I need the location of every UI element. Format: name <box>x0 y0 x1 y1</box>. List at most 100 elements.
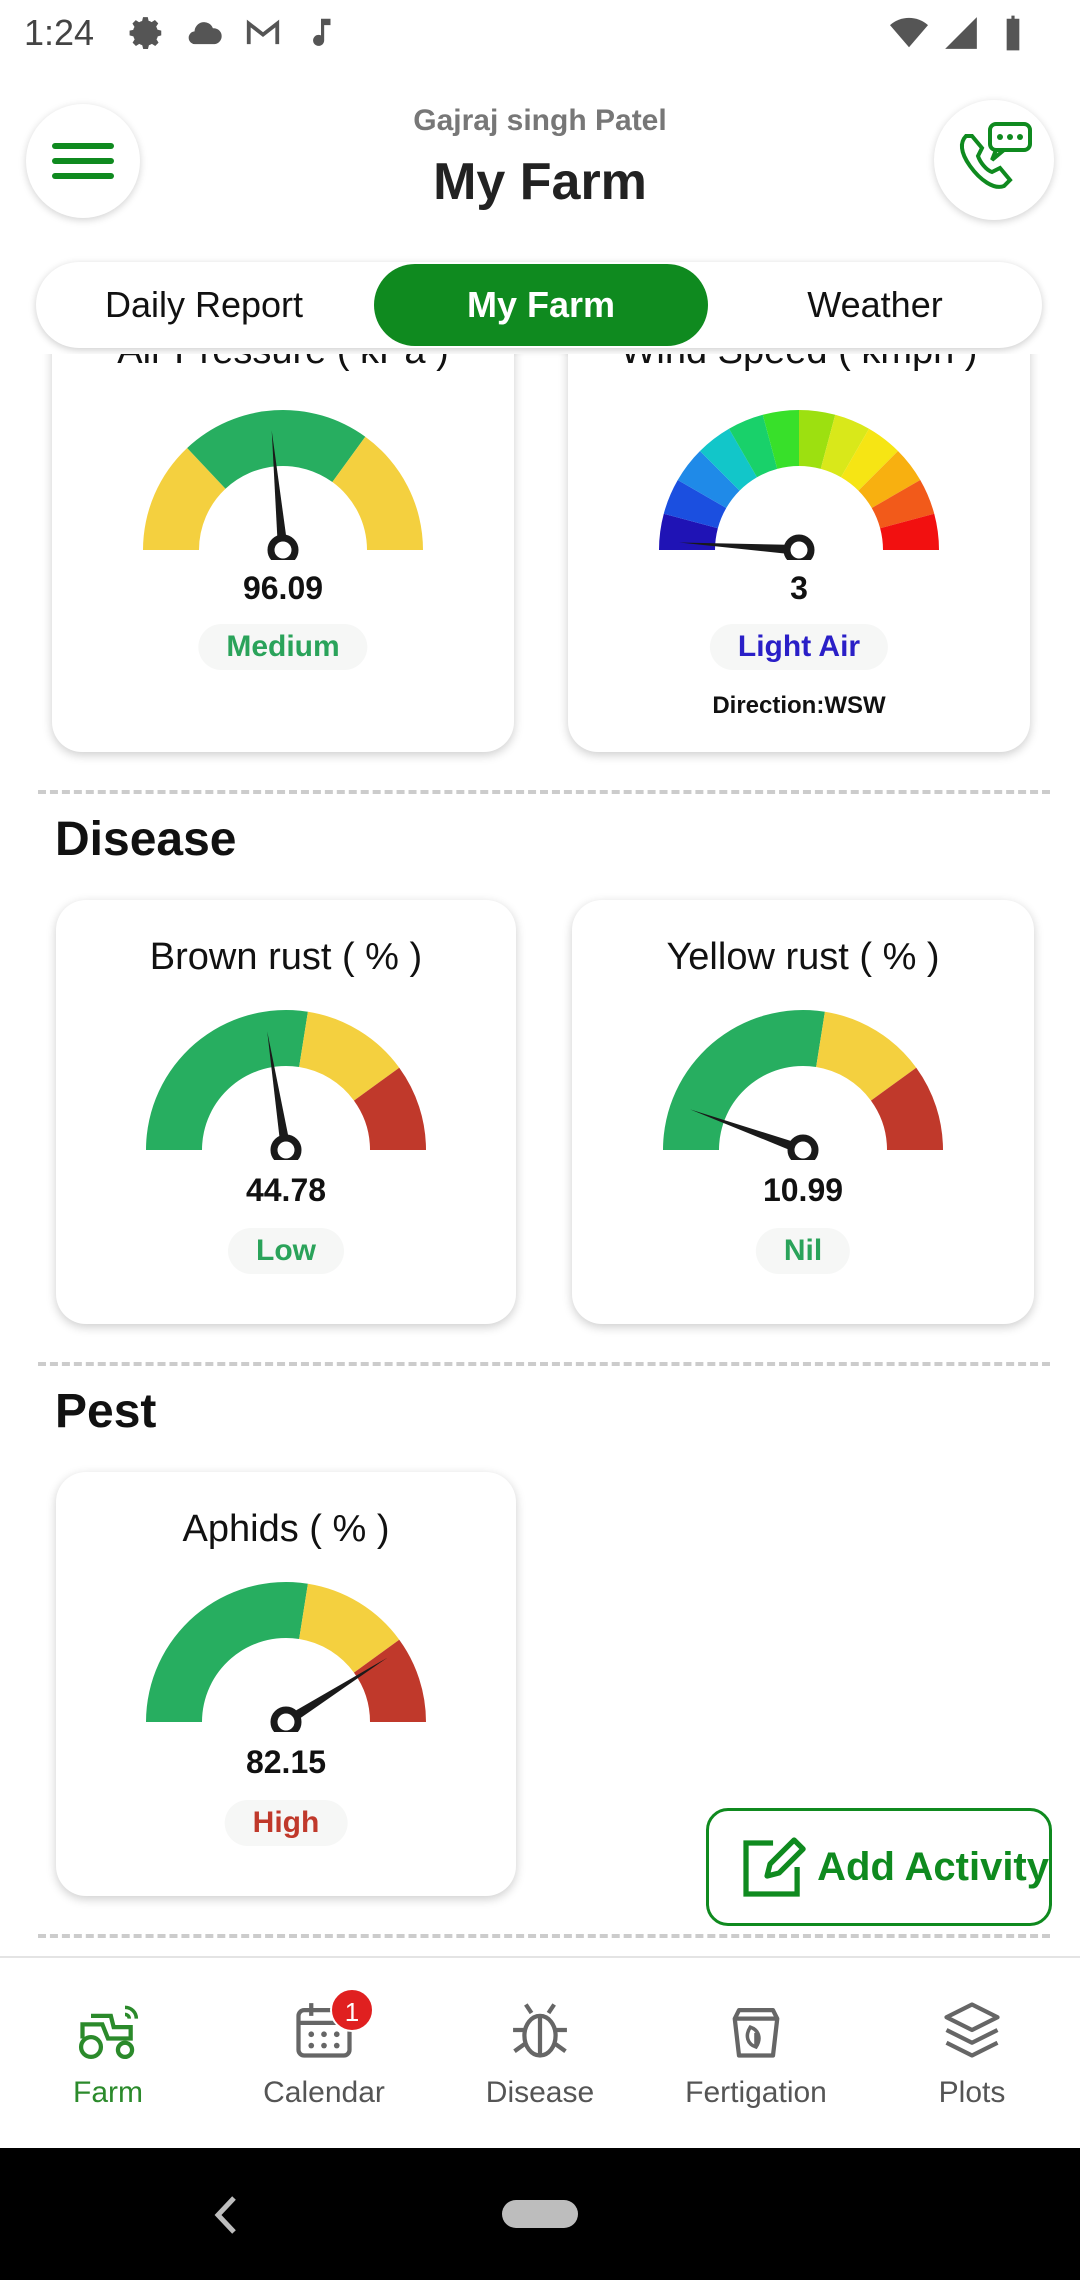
gauge-band-green <box>663 1010 825 1150</box>
menu-button[interactable] <box>26 104 140 218</box>
card-title: Yellow rust ( % ) <box>666 936 940 978</box>
signal-icon <box>945 17 977 49</box>
gauge-band-segment <box>700 428 757 491</box>
gmail-icon <box>246 19 280 45</box>
app-header: Gajraj singh Patel My Farm <box>0 66 1080 256</box>
section-divider <box>38 790 1050 794</box>
aphids-gauge <box>146 1582 426 1732</box>
section-title-pest: Pest <box>55 1385 157 1438</box>
user-name: Gajraj singh Patel <box>413 104 667 137</box>
gauge-band-yellow <box>299 1011 400 1101</box>
battery-icon <box>1006 15 1020 51</box>
gear-icon <box>129 17 162 49</box>
gauge-value: 44.78 <box>245 1172 327 1208</box>
back-icon[interactable] <box>206 2190 246 2240</box>
gauge-band-segment <box>762 410 799 469</box>
status-badge: High <box>224 1800 348 1846</box>
gauge-needle <box>679 542 800 555</box>
gauge-band-segment <box>677 451 740 508</box>
status-icons-left <box>128 14 340 52</box>
gauge-needle <box>283 1657 388 1727</box>
gauge-value: 10.99 <box>762 1172 844 1208</box>
status-badge: Medium <box>198 624 368 670</box>
gauge-band-segment <box>871 480 935 529</box>
layers-icon <box>944 2002 1000 2058</box>
gauge-band-yellow <box>816 1011 917 1101</box>
gauge-band-segment <box>659 513 718 550</box>
home-pill[interactable] <box>502 2200 578 2228</box>
gauge-band-red <box>870 1067 943 1150</box>
nav-label: Calendar <box>263 2076 385 2109</box>
status-badge: Nil <box>755 1228 851 1274</box>
aphids-card: Aphids ( % ) 82.15 High <box>56 1472 516 1896</box>
gauge-band-green <box>187 410 366 489</box>
gauge-band-segment <box>820 414 869 478</box>
section-divider <box>38 1934 1050 1938</box>
gauge-band-red <box>353 1639 426 1722</box>
air-pressure-gauge <box>143 410 423 560</box>
tab-my-farm[interactable]: My Farm <box>374 264 708 346</box>
gauge-band-segment <box>841 428 898 491</box>
cloud-icon <box>188 22 222 45</box>
bug-icon <box>513 2003 567 2058</box>
yellow-rust-card: Yellow rust ( % ) 10.99 Nil <box>572 900 1034 1324</box>
gauge-pivot <box>787 1134 819 1160</box>
yellow-rust-gauge <box>663 1010 943 1160</box>
music-note-icon <box>313 18 331 46</box>
gauge-band-segment <box>663 480 727 529</box>
card-title: Wind Speed ( kmph ) <box>568 354 1030 373</box>
gauge-band-green <box>146 1582 308 1722</box>
status-badge: Low <box>228 1228 344 1274</box>
gauge-needle <box>267 1031 291 1151</box>
status-badge: Light Air <box>709 624 889 670</box>
edit-note-icon <box>743 1837 806 1897</box>
wifi-icon <box>890 17 928 48</box>
gauge-pivot <box>270 1706 302 1732</box>
wind-speed-gauge <box>659 410 939 560</box>
support-call-button[interactable] <box>934 100 1054 220</box>
gauge-band-segment <box>799 410 836 469</box>
tractor-icon <box>78 2005 139 2060</box>
nav-farm[interactable]: Farm <box>0 1958 216 2150</box>
gauge-value: 96.09 <box>242 570 324 606</box>
tab-weather[interactable]: Weather <box>807 284 943 325</box>
tab-daily-report[interactable]: Daily Report <box>104 284 304 325</box>
tab-bar: Daily Report My Farm Weather <box>36 262 1042 348</box>
status-time: 1:24 <box>24 12 95 53</box>
page-title: My Farm <box>433 153 647 211</box>
wind-speed-card: Wind Speed ( kmph ) 3 Light Air Directio… <box>568 354 1030 752</box>
bottom-navigation: Farm 1 Calendar Disease Fertigation Plot… <box>0 1956 1080 2148</box>
gauge-band-yellow <box>143 447 226 550</box>
nav-calendar[interactable]: 1 Calendar <box>216 1958 432 2150</box>
nav-label: Farm <box>73 2076 143 2109</box>
gauge-band-segment <box>880 513 939 550</box>
fertilizer-bag-icon <box>732 2008 780 2058</box>
card-title: Brown rust ( % ) <box>149 936 423 978</box>
gauge-band-segment <box>858 451 921 508</box>
brown-rust-card: Brown rust ( % ) 44.78 Low <box>56 900 516 1324</box>
wind-direction: Direction:WSW <box>712 692 886 719</box>
nav-plots[interactable]: Plots <box>864 1958 1080 2150</box>
gauge-band-red <box>353 1067 426 1150</box>
status-icons-right <box>890 14 1032 52</box>
card-title: Air Pressure ( kPa ) <box>52 354 514 373</box>
gauge-pivot <box>783 534 815 560</box>
add-activity-label: Add Activity <box>817 1844 1049 1889</box>
gauge-pivot <box>267 534 299 560</box>
nav-label: Fertigation <box>685 2076 827 2109</box>
gauge-band-yellow <box>332 436 423 550</box>
nav-fertigation[interactable]: Fertigation <box>648 1958 864 2150</box>
air-pressure-card: Air Pressure ( kPa ) 96.09 Medium <box>52 354 514 752</box>
farm-content[interactable]: Air Pressure ( kPa ) 96.09 Medium Wind S… <box>0 354 1080 1954</box>
card-title: Aphids ( % ) <box>182 1508 390 1550</box>
nav-disease[interactable]: Disease <box>432 1958 648 2150</box>
section-title-disease: Disease <box>55 813 237 866</box>
gauge-value: 3 <box>790 570 808 606</box>
gauge-pivot <box>270 1134 302 1160</box>
gauge-band-yellow <box>299 1583 400 1673</box>
section-divider <box>38 1362 1050 1366</box>
gauge-needle <box>690 1109 805 1155</box>
add-activity-button[interactable]: Add Activity <box>706 1808 1052 1926</box>
gauge-band-green <box>146 1010 308 1150</box>
notification-badge: 1 <box>330 1988 374 2032</box>
